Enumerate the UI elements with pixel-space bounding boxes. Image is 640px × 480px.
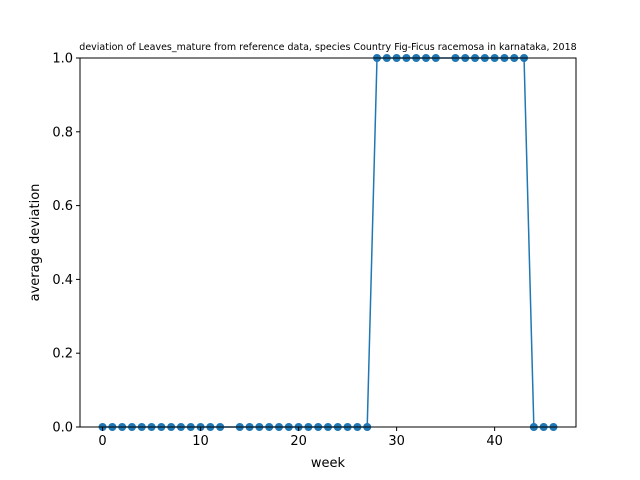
x-tick-label: 30 — [388, 434, 405, 449]
x-tick-label: 0 — [98, 434, 106, 449]
y-tick-label: 1.0 — [52, 52, 73, 67]
plot-area — [80, 58, 576, 427]
y-tick-label: 0.8 — [52, 125, 73, 140]
y-tick-label: 0.6 — [52, 199, 73, 214]
y-tick-label: 0.0 — [52, 421, 73, 436]
y-ticks: 0.0 0.2 0.4 0.6 0.8 1.0 — [52, 52, 80, 436]
plot-frame — [79, 57, 577, 428]
y-tick-label: 0.4 — [52, 273, 73, 288]
x-tick-label: 40 — [486, 434, 503, 449]
chart-title: deviation of Leaves_mature from referenc… — [79, 42, 576, 53]
y-tick-label: 0.2 — [52, 347, 73, 362]
x-tick-label: 10 — [192, 434, 209, 449]
x-tick-label: 20 — [290, 434, 307, 449]
y-axis-label: average deviation — [28, 184, 43, 302]
x-ticks: 0 10 20 30 40 — [98, 427, 503, 449]
x-axis-label: week — [311, 456, 346, 471]
